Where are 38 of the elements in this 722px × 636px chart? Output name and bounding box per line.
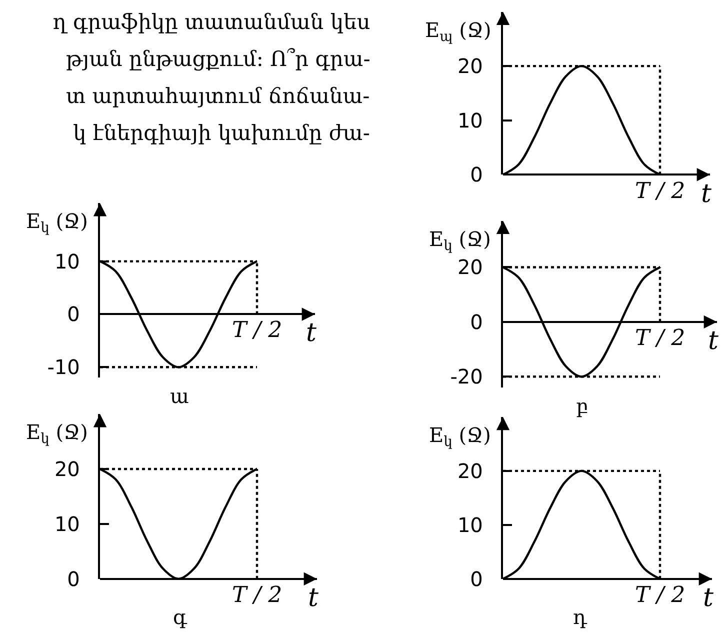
y-axis-title: E$_{պ}$ (Ջ) [425, 18, 492, 46]
y-tick-label: 20 [457, 458, 483, 483]
y-tick-label: 0 [67, 566, 80, 591]
text: T / 2 [635, 326, 686, 351]
y-tick-label: 10 [457, 512, 483, 537]
text: T / 2 [635, 179, 686, 204]
text: գ [173, 605, 188, 629]
y-tick-label: 20 [457, 255, 483, 280]
x-axis-title: t [703, 583, 714, 613]
text: թյան ընթացքում: Ո՞ր գրա- [66, 47, 370, 71]
annotation: բ [576, 394, 588, 418]
y-tick-label: -20 [450, 364, 483, 389]
text: կ էներգիայի կախումը ժա- [73, 121, 370, 145]
text: T / 2 [635, 583, 686, 608]
y-tick-label: 10 [457, 108, 483, 132]
y-axis-title: E$_{կ}$ (Ջ) [26, 209, 88, 236]
text: դ [573, 605, 588, 629]
x-axis-title: t [306, 318, 317, 348]
text: տ արտահայտում ճոճանա- [66, 84, 370, 108]
y-tick-label: 20 [457, 54, 483, 78]
y-tick-label: 0 [67, 302, 80, 326]
y-tick-label: 0 [470, 566, 483, 591]
y-tick-label: 0 [470, 310, 483, 334]
text: T / 2 [232, 583, 282, 608]
y-tick-label: -10 [47, 355, 80, 380]
y-tick-label: 10 [54, 512, 80, 536]
y-axis-title: E$_{կ}$ (Ջ) [26, 420, 88, 448]
x-axis-title: t [701, 179, 712, 209]
text: T / 2 [232, 318, 282, 343]
y-tick-label: 20 [54, 456, 80, 481]
y-tick-label: 10 [54, 249, 80, 274]
y-tick-label: 0 [470, 162, 483, 187]
y-axis-title: E$_{կ}$ (Ջ) [429, 423, 491, 450]
x-axis-title: t [708, 326, 719, 356]
x-axis-title: t [308, 583, 319, 613]
text: ղ գրաֆիկը տատանման կես [53, 10, 370, 34]
y-axis-title: E$_{կ}$ (Ջ) [429, 227, 491, 254]
text: ա [170, 384, 189, 408]
